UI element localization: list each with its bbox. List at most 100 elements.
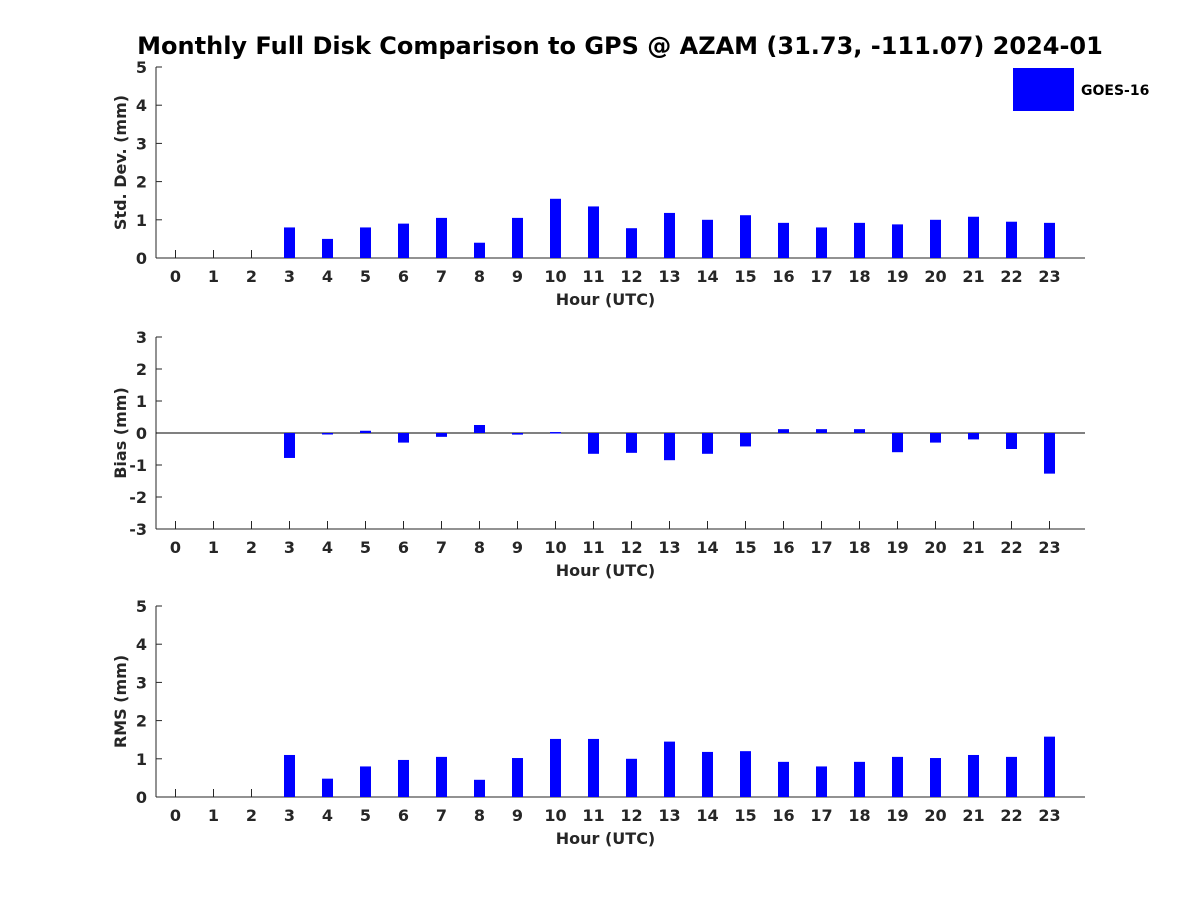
y-tick-label: 0: [136, 788, 147, 807]
x-tick-label: 23: [1038, 806, 1060, 825]
bar-hour-21: [968, 433, 979, 440]
x-tick-label: 12: [620, 806, 642, 825]
chart-title: Monthly Full Disk Comparison to GPS @ AZ…: [137, 32, 1103, 60]
bar-hour-12: [626, 758, 637, 797]
legend-swatch-goes-16: [1013, 68, 1074, 111]
bar-hour-5: [360, 430, 371, 433]
x-tick-label: 10: [544, 267, 566, 286]
bar-hour-9: [512, 433, 523, 435]
x-tick-label: 13: [658, 538, 680, 557]
x-tick-label: 2: [246, 806, 257, 825]
bar-hour-23: [1044, 433, 1055, 474]
y-tick-label: 3: [136, 328, 147, 347]
x-tick-label: 13: [658, 806, 680, 825]
x-tick-label: 11: [582, 538, 604, 557]
x-tick-label: 15: [734, 538, 756, 557]
x-tick-label: 13: [658, 267, 680, 286]
bar-hour-13: [664, 433, 675, 461]
x-tick-label: 17: [810, 538, 832, 557]
bar-hour-8: [474, 242, 485, 258]
y-tick-label: 0: [136, 249, 147, 268]
x-tick-label: 12: [620, 538, 642, 557]
y-tick-label: 3: [136, 134, 147, 153]
bar-hour-4: [322, 238, 333, 258]
x-tick-label: 0: [170, 538, 181, 557]
x-tick-label: 7: [436, 538, 447, 557]
x-tick-label: 6: [398, 538, 409, 557]
bar-hour-15: [740, 751, 751, 797]
x-tick-label: 11: [582, 806, 604, 825]
x-tick-label: 14: [696, 538, 718, 557]
bar-hour-23: [1044, 222, 1055, 258]
bar-hour-6: [398, 759, 409, 797]
chart-legend: GOES-16: [1013, 68, 1149, 111]
y-tick-label: 2: [136, 360, 147, 379]
x-tick-label: 6: [398, 806, 409, 825]
x-tick-label: 14: [696, 806, 718, 825]
bar-hour-7: [436, 217, 447, 258]
x-tick-label: 21: [962, 538, 984, 557]
bar-hour-15: [740, 215, 751, 258]
bar-hour-5: [360, 227, 371, 258]
bar-hour-15: [740, 433, 751, 447]
bar-hour-22: [1006, 433, 1017, 449]
bar-hour-11: [588, 433, 599, 454]
bar-hour-18: [854, 761, 865, 797]
x-tick-label: 20: [924, 267, 946, 286]
bar-hour-6: [398, 223, 409, 258]
bar-hour-18: [854, 429, 865, 433]
x-tick-label: 20: [924, 806, 946, 825]
bar-hour-10: [550, 198, 561, 258]
bar-hour-9: [512, 217, 523, 258]
y-tick-label: 1: [136, 750, 147, 769]
bar-hour-7: [436, 433, 447, 437]
bar-hour-8: [474, 779, 485, 797]
y-tick-label: 2: [136, 712, 147, 731]
x-tick-label: 7: [436, 806, 447, 825]
x-tick-label: 9: [512, 538, 523, 557]
bar-hour-3: [284, 227, 295, 258]
x-tick-label: 21: [962, 267, 984, 286]
y-tick-label: 4: [136, 96, 147, 115]
x-tick-label: 15: [734, 806, 756, 825]
x-tick-label: 22: [1000, 267, 1022, 286]
x-tick-label: 5: [360, 267, 371, 286]
x-tick-label: 11: [582, 267, 604, 286]
x-tick-label: 22: [1000, 538, 1022, 557]
bar-hour-4: [322, 433, 333, 435]
x-tick-label: 23: [1038, 267, 1060, 286]
x-tick-label: 18: [848, 267, 870, 286]
bar-hour-9: [512, 758, 523, 797]
x-tick-label: 0: [170, 267, 181, 286]
y-axis-label: RMS (mm): [111, 655, 130, 748]
x-tick-label: 8: [474, 267, 485, 286]
bar-hour-16: [778, 761, 789, 797]
x-tick-label: 21: [962, 806, 984, 825]
y-tick-label: 1: [136, 392, 147, 411]
x-axis-label: Hour (UTC): [556, 561, 656, 580]
bar-hour-22: [1006, 756, 1017, 797]
x-tick-label: 4: [322, 806, 333, 825]
x-tick-label: 7: [436, 267, 447, 286]
x-tick-label: 23: [1038, 538, 1060, 557]
bar-hour-12: [626, 228, 637, 258]
bar-hour-19: [892, 224, 903, 258]
x-tick-label: 14: [696, 267, 718, 286]
x-tick-label: 16: [772, 806, 794, 825]
x-tick-label: 3: [284, 538, 295, 557]
y-tick-label: -2: [129, 488, 147, 507]
x-tick-label: 16: [772, 538, 794, 557]
bar-hour-21: [968, 216, 979, 258]
bar-hour-11: [588, 738, 599, 797]
bar-hour-6: [398, 433, 409, 443]
x-tick-label: 19: [886, 267, 908, 286]
x-tick-label: 1: [208, 538, 219, 557]
x-tick-label: 18: [848, 538, 870, 557]
x-tick-label: 3: [284, 806, 295, 825]
x-tick-label: 15: [734, 267, 756, 286]
x-axis-label: Hour (UTC): [556, 290, 656, 309]
x-tick-label: 2: [246, 538, 257, 557]
bar-hour-8: [474, 425, 485, 433]
x-tick-label: 12: [620, 267, 642, 286]
